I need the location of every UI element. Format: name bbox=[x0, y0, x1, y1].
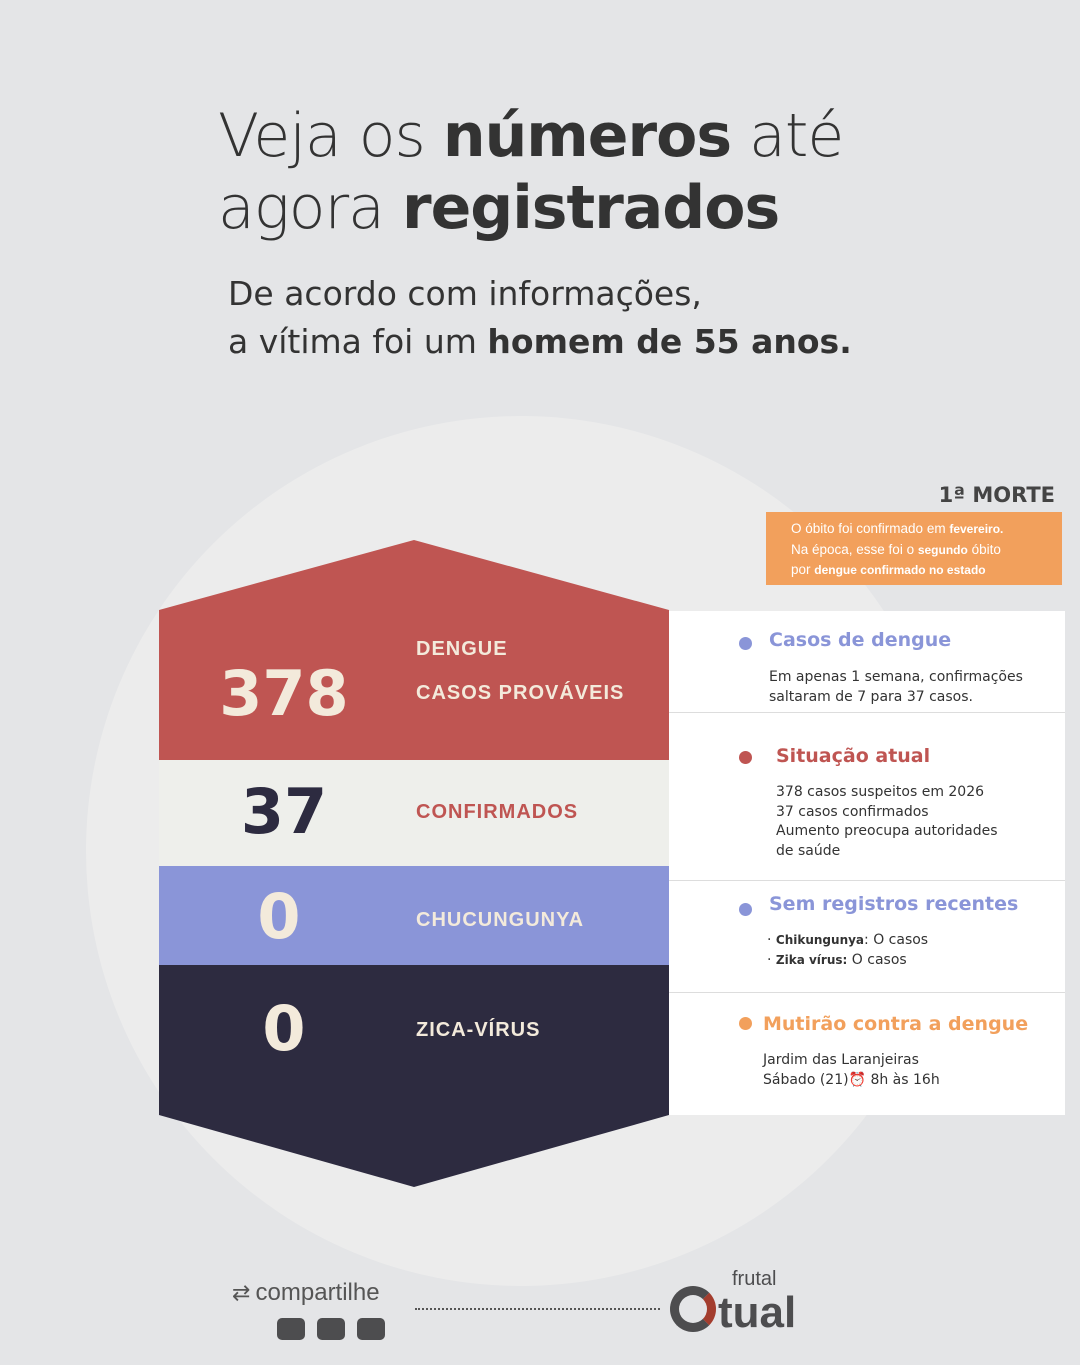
panel-text: Em apenas 1 semana, confirmações saltaram… bbox=[769, 669, 1023, 705]
bullet-icon bbox=[739, 637, 752, 650]
panel-text: Jardim das Laranjeiras Sábado (21)⏰ 8h às… bbox=[763, 1052, 940, 1088]
logo-small-text: frutal bbox=[732, 1268, 777, 1290]
panel-heading: Casos de dengue bbox=[769, 629, 952, 651]
panel-current-situation: Situação atual 378 casos suspeitos em 20… bbox=[669, 713, 1065, 881]
zika-number: 0 bbox=[262, 992, 306, 1065]
comment-icon[interactable] bbox=[277, 1318, 305, 1340]
page-title: Veja os números até agora registrados bbox=[218, 101, 844, 243]
chikungunya-band: 0 CHUCUNGUNYA bbox=[159, 866, 669, 965]
logo-c-icon bbox=[670, 1286, 716, 1332]
share-block[interactable]: ⇄ compartilhe bbox=[232, 1278, 385, 1340]
panel-dengue-cases: Casos de dengue Em apenas 1 semana, conf… bbox=[669, 611, 1065, 713]
bullet-icon bbox=[739, 903, 752, 916]
panel-text: 378 casos suspeitos em 2026 37 casos conf… bbox=[776, 784, 998, 859]
death-label: 1ª MORTE bbox=[938, 483, 1055, 507]
comment-icon[interactable] bbox=[317, 1318, 345, 1340]
stats-hexagon: 378 DENGUE CASOS PROVÁVEIS 37 CONFIRMADO… bbox=[159, 540, 669, 1187]
panel-heading: Sem registros recentes bbox=[769, 893, 1019, 915]
death-note: O óbito foi confirmado em fevereiro. Na … bbox=[766, 512, 1062, 585]
subtitle: De acordo com informações, a vítima foi … bbox=[228, 274, 852, 361]
confirmed-number: 37 bbox=[240, 775, 328, 848]
dengue-number: 378 bbox=[219, 657, 349, 730]
dengue-label: DENGUE bbox=[416, 638, 508, 660]
panel-mutirao: Mutirão contra a dengue Jardim das Laran… bbox=[669, 993, 1065, 1115]
confirmed-label: CONFIRMADOS bbox=[416, 801, 579, 823]
chikungunya-label: CHUCUNGUNYA bbox=[416, 909, 585, 931]
info-panel: Casos de dengue Em apenas 1 semana, conf… bbox=[669, 611, 1065, 1115]
bullet-icon bbox=[739, 751, 752, 764]
share-label: compartilhe bbox=[255, 1279, 380, 1306]
dotted-divider bbox=[415, 1308, 660, 1310]
chikungunya-number: 0 bbox=[257, 880, 301, 953]
zika-label: ZICA-VÍRUS bbox=[416, 1019, 541, 1041]
comment-icon[interactable] bbox=[357, 1318, 385, 1340]
panel-no-records: Sem registros recentes · Chikungunya: O … bbox=[669, 881, 1065, 993]
panel-heading: Situação atual bbox=[776, 745, 931, 767]
bullet-icon bbox=[739, 1017, 752, 1030]
confirmed-band: 37 CONFIRMADOS bbox=[159, 760, 669, 866]
panel-heading: Mutirão contra a dengue bbox=[763, 1013, 1029, 1035]
logo-big-text: tual bbox=[718, 1288, 797, 1337]
frutal-atual-logo: frutal tual bbox=[670, 1268, 810, 1337]
panel-text: · Chikungunya: O casos · Zika vírus: O ca… bbox=[767, 932, 929, 968]
probable-label: CASOS PROVÁVEIS bbox=[416, 682, 625, 704]
share-arrows-icon: ⇄ bbox=[232, 1281, 251, 1306]
